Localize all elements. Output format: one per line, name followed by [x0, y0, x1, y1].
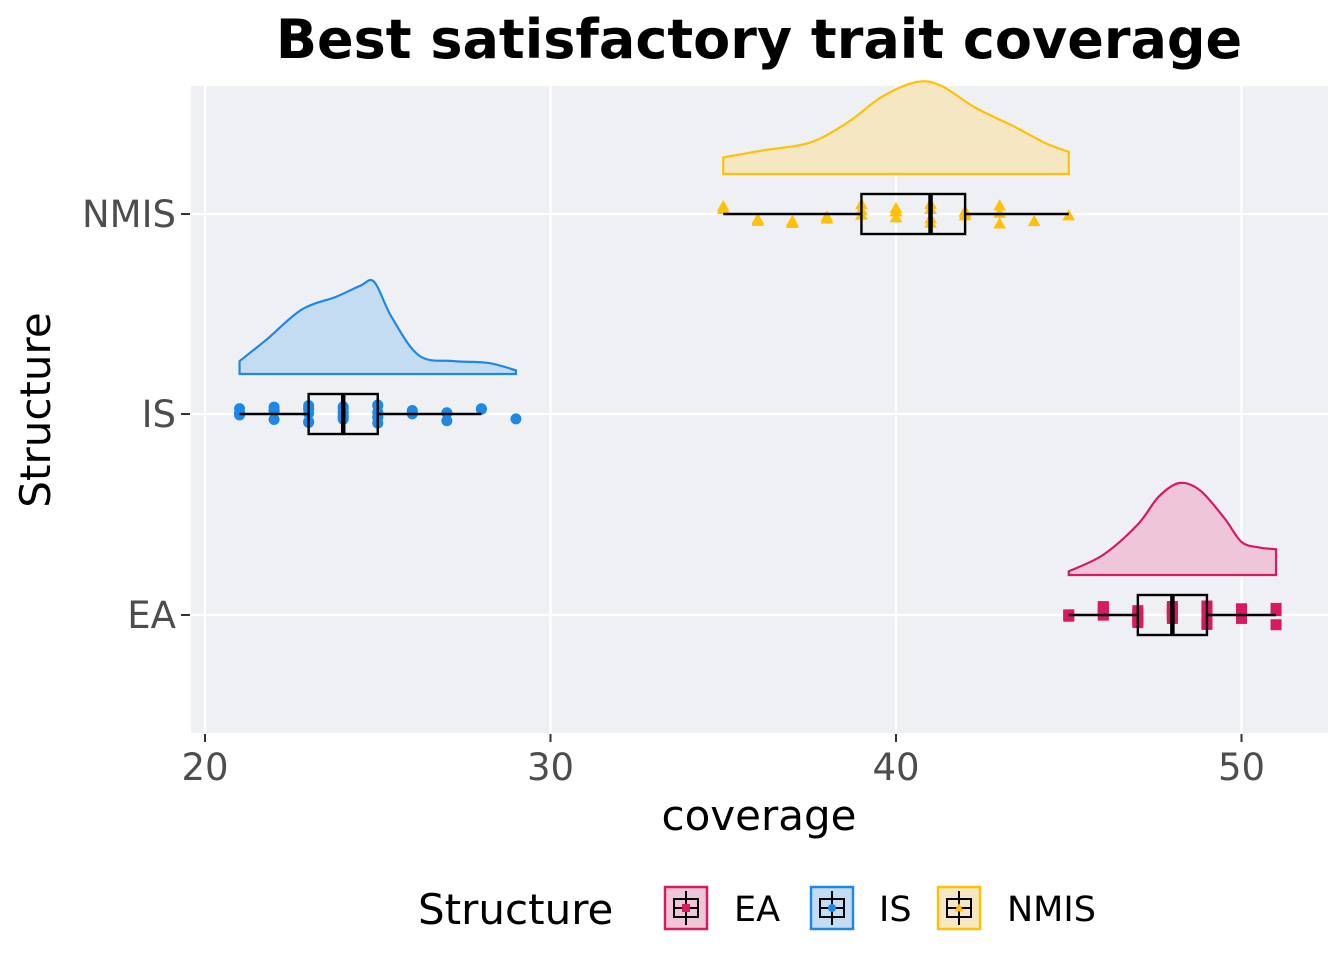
legend-key-marker-nmis — [954, 903, 964, 912]
data-point-is — [441, 407, 453, 419]
data-point-is — [475, 403, 487, 415]
legend-key-marker-ea — [682, 904, 690, 912]
data-point-ea — [1270, 602, 1282, 614]
data-point-nmis — [716, 202, 730, 215]
density-cloud-ea — [1067, 481, 1278, 577]
chart-title: Best satisfactory trait coverage — [276, 8, 1242, 71]
data-point-is — [406, 407, 418, 419]
legend-item-nmis: NMIS — [936, 885, 1096, 931]
data-point-is — [441, 415, 453, 427]
x-axis-title: coverage — [662, 791, 857, 840]
data-point-ea — [1097, 601, 1109, 613]
legend-item-is: IS — [809, 885, 912, 931]
data-point-nmis — [889, 211, 903, 223]
y-tick-label: EA — [127, 594, 176, 637]
density-cloud-nmis — [722, 80, 1070, 176]
y-axis-title: Structure — [11, 312, 60, 507]
density-cloud-is — [238, 278, 518, 376]
legend-label-ea: EA — [734, 890, 780, 930]
legend-item-ea: EA — [663, 885, 780, 931]
x-axis: 20 30 40 50 — [181, 734, 1265, 789]
data-point-ea — [1236, 612, 1247, 624]
data-point-ea — [1063, 610, 1075, 622]
x-tick-label: 20 — [181, 746, 228, 789]
legend-label-is: IS — [879, 890, 912, 930]
y-tick-label: IS — [142, 393, 176, 436]
data-point-nmis — [993, 199, 1006, 211]
legend-title: Structure — [418, 885, 613, 934]
density-clouds — [238, 80, 1278, 577]
x-tick-label: 30 — [527, 746, 574, 789]
legend: Structure EA IS NMIS — [418, 885, 1096, 934]
data-point-nmis — [820, 210, 834, 222]
legend-key-marker-is — [828, 904, 836, 912]
data-point-nmis — [786, 214, 799, 226]
y-axis: EA IS NMIS — [82, 193, 190, 637]
data-point-ea — [1270, 619, 1282, 631]
data-point-is — [510, 413, 522, 425]
data-point-nmis — [993, 217, 1006, 229]
data-point-nmis — [889, 205, 903, 217]
data-point-is — [268, 413, 280, 425]
data-point-nmis — [1027, 214, 1041, 227]
y-tick-label: NMIS — [82, 193, 176, 236]
x-tick-label: 40 — [872, 746, 919, 789]
legend-label-nmis: NMIS — [1007, 890, 1096, 930]
boxplots — [239, 192, 1277, 637]
box-iqr-nmis — [860, 192, 967, 236]
data-point-nmis — [751, 214, 765, 226]
x-tick-label: 50 — [1218, 746, 1265, 789]
